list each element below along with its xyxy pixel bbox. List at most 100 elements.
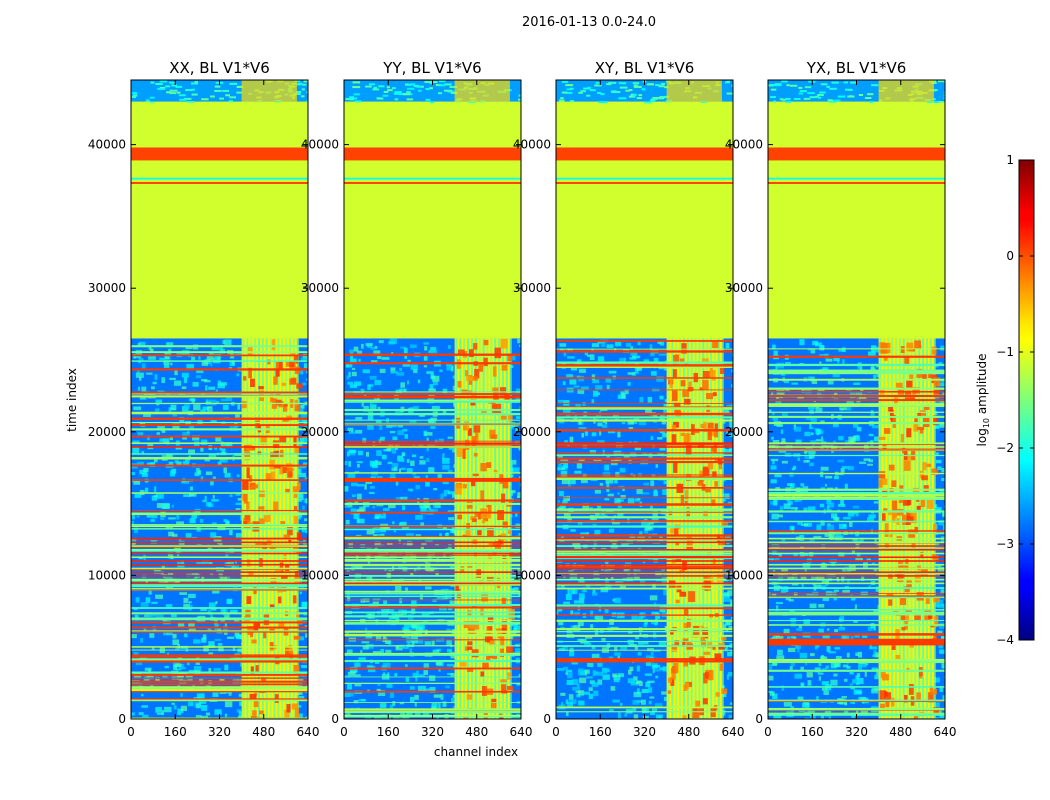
noise-speckle — [799, 339, 805, 346]
noise-speckle — [590, 610, 593, 617]
top-speckle — [565, 84, 574, 87]
noise-speckle — [722, 493, 730, 500]
noise-speckle — [354, 683, 362, 687]
noise-speckle — [599, 482, 604, 486]
noise-speckle — [442, 595, 448, 600]
noise-speckle — [405, 677, 409, 683]
noise-speckle — [176, 521, 184, 527]
noise-speckle — [381, 356, 390, 360]
noise-speckle — [636, 681, 640, 685]
noise-speckle — [181, 480, 189, 484]
panel-1-image — [131, 80, 308, 719]
noise-speckle — [399, 598, 403, 604]
noise-speckle — [179, 592, 188, 595]
hot-spot — [910, 512, 917, 524]
channel-stripe — [713, 338, 716, 719]
noise-speckle — [649, 595, 658, 601]
noise-speckle — [356, 493, 362, 500]
time-line — [768, 587, 945, 589]
thin-line — [131, 177, 308, 180]
noise-speckle — [661, 691, 667, 695]
noise-speckle — [874, 539, 877, 544]
noise-speckle — [350, 666, 358, 673]
noise-speckle — [186, 363, 194, 369]
hot-spot — [671, 434, 677, 444]
noise-speckle — [237, 351, 246, 356]
noise-speckle — [840, 408, 844, 411]
noise-speckle — [943, 606, 945, 612]
noise-speckle — [809, 422, 812, 428]
top-speckle — [229, 82, 238, 85]
noise-speckle — [642, 560, 646, 564]
hot-spot — [480, 508, 487, 520]
top-speckle — [368, 83, 375, 86]
noise-speckle — [395, 497, 402, 502]
time-line — [344, 676, 521, 678]
noise-speckle — [219, 678, 225, 682]
noise-speckle — [815, 439, 824, 442]
noise-speckle — [518, 446, 521, 451]
hot-spot — [293, 515, 299, 526]
noise-speckle — [777, 649, 783, 656]
noise-speckle — [573, 562, 577, 569]
time-line — [556, 474, 733, 476]
noise-speckle — [351, 564, 355, 571]
noise-speckle — [163, 438, 170, 444]
hot-spot — [906, 428, 912, 438]
noise-speckle — [368, 491, 375, 494]
hot-spot — [884, 691, 888, 698]
noise-speckle — [355, 674, 361, 677]
flagged-line — [131, 563, 308, 566]
hot-spot — [895, 382, 903, 389]
noise-speckle — [650, 504, 653, 510]
noise-speckle — [350, 508, 357, 515]
noise-speckle — [725, 342, 730, 349]
top-speckle — [159, 80, 168, 83]
time-line — [131, 698, 308, 700]
noise-speckle — [562, 408, 571, 414]
hot-spot — [721, 637, 727, 641]
top-speckle — [560, 97, 564, 100]
hot-spot — [291, 377, 297, 384]
time-line — [131, 584, 308, 588]
time-line — [344, 690, 521, 693]
noise-speckle — [133, 406, 142, 411]
noise-speckle — [729, 599, 733, 605]
noise-speckle — [163, 706, 172, 713]
noise-speckle — [414, 712, 421, 716]
noise-speckle — [940, 589, 945, 594]
hot-spot — [711, 499, 716, 507]
noise-speckle — [154, 374, 158, 380]
noise-speckle — [853, 435, 857, 441]
noise-speckle — [642, 519, 649, 526]
hot-spot — [931, 468, 939, 476]
noise-speckle — [836, 535, 844, 538]
noise-speckle — [372, 651, 381, 654]
noise-speckle — [353, 700, 359, 704]
hot-spot — [294, 707, 300, 718]
hot-spot — [702, 379, 709, 390]
noise-speckle — [169, 470, 176, 477]
noise-speckle — [382, 662, 391, 669]
hot-spot — [931, 346, 937, 355]
noise-speckle — [386, 423, 393, 428]
noise-speckle — [592, 547, 596, 550]
noise-speckle — [191, 356, 196, 361]
noise-speckle — [165, 525, 174, 530]
hot-spot — [272, 440, 280, 449]
top-speckle — [394, 91, 402, 94]
noise-speckle — [833, 673, 838, 677]
noise-speckle — [608, 370, 617, 374]
noise-speckle — [214, 638, 222, 641]
flagged-line — [344, 578, 521, 581]
noise-speckle — [447, 345, 451, 349]
noise-speckle — [782, 412, 788, 418]
top-speckle — [386, 86, 390, 89]
noise-speckle — [795, 508, 798, 512]
time-line — [344, 653, 521, 656]
time-line — [131, 568, 308, 570]
hot-spot — [273, 501, 279, 512]
noise-speckle — [360, 343, 364, 349]
hot-spot — [672, 355, 677, 366]
time-line — [768, 707, 945, 711]
